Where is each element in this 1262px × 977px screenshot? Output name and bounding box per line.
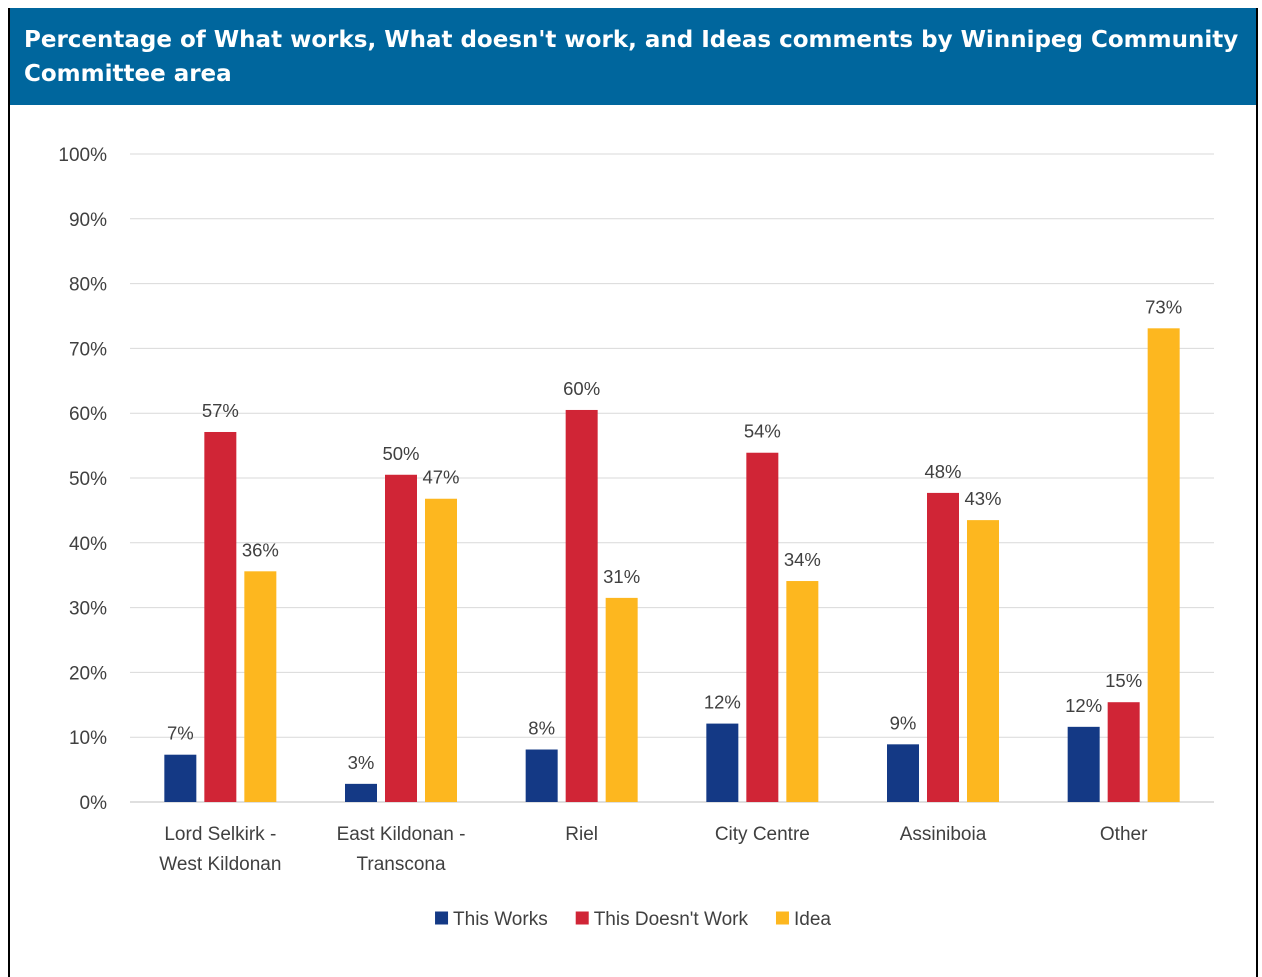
bar <box>244 571 277 802</box>
data-label: 47% <box>422 467 459 488</box>
bar <box>746 452 779 802</box>
legend-label: This Works <box>453 909 548 930</box>
data-label: 31% <box>603 566 640 587</box>
bar <box>425 498 457 802</box>
x-tick-label: Transcona <box>356 854 445 875</box>
x-tick-label: West Kildonan <box>159 854 281 875</box>
y-tick-label: 90% <box>69 210 107 231</box>
gridlines <box>130 153 1214 803</box>
data-label: 12% <box>704 692 741 713</box>
data-label: 12% <box>1065 695 1102 716</box>
x-axis: Lord Selkirk - West Kildonan East Kildonan… <box>159 824 1148 875</box>
y-tick-label: 60% <box>69 404 107 425</box>
data-label: 34% <box>784 549 821 570</box>
data-label: 15% <box>1105 670 1142 691</box>
y-tick-label: 70% <box>69 339 107 360</box>
bar <box>204 431 237 802</box>
bar <box>345 783 377 802</box>
bar <box>786 581 819 802</box>
data-label: 9% <box>890 712 917 733</box>
x-tick-label: Lord Selkirk - <box>164 824 276 845</box>
y-tick-label: 50% <box>69 469 107 490</box>
data-label: 8% <box>528 718 555 739</box>
legend-swatch <box>775 911 789 925</box>
data-label: 43% <box>964 488 1001 509</box>
bar <box>565 409 598 802</box>
data-label: 73% <box>1145 296 1182 317</box>
legend-swatch <box>575 911 589 925</box>
y-tick-label: 0% <box>80 793 108 814</box>
legend-label: This Doesn't Work <box>594 909 749 930</box>
bar <box>605 597 638 802</box>
legend-swatch <box>435 911 449 925</box>
legend: This Works This Doesn't Work Idea <box>435 909 831 930</box>
data-labels: 7% 57% 36% 3% 50%47% 8% 60% 31% 12% 54% 34% 9% 48%43… <box>167 296 1182 773</box>
bar <box>164 754 197 802</box>
legend-label: Idea <box>794 909 831 930</box>
x-tick-label: Other <box>1100 824 1148 845</box>
bar <box>385 474 417 802</box>
x-tick-label: City Centre <box>715 824 810 845</box>
y-tick-label: 100% <box>58 145 107 166</box>
bar <box>1067 726 1100 802</box>
bar <box>1147 328 1180 802</box>
bars <box>164 328 1180 802</box>
data-label: 54% <box>744 421 781 442</box>
bar <box>967 520 999 802</box>
y-tick-label: 30% <box>69 599 107 620</box>
bar <box>927 492 959 802</box>
data-label: 60% <box>563 378 600 399</box>
data-label: 7% <box>167 723 194 744</box>
data-label: 50% <box>382 443 419 464</box>
bar <box>887 744 919 802</box>
data-label: 48% <box>924 461 961 482</box>
y-tick-label: 10% <box>69 728 107 749</box>
data-label: 36% <box>242 539 279 560</box>
x-tick-label: Assiniboia <box>900 824 987 845</box>
x-tick-label: East Kildonan - <box>337 824 466 845</box>
bar <box>1107 702 1140 802</box>
data-label: 57% <box>202 400 239 421</box>
x-tick-label: Riel <box>565 824 598 845</box>
data-label: 3% <box>348 752 375 773</box>
bar <box>706 723 739 802</box>
bar <box>525 749 558 802</box>
y-tick-label: 40% <box>69 534 107 555</box>
y-tick-label: 80% <box>69 275 107 296</box>
y-tick-label: 20% <box>69 663 107 684</box>
chart-title: Percentage of What works, What doesn't w… <box>10 8 1256 105</box>
y-axis: 0% 10% 20% 30% 40% 50% 60% 70% 80% 90% 100% <box>58 145 107 814</box>
